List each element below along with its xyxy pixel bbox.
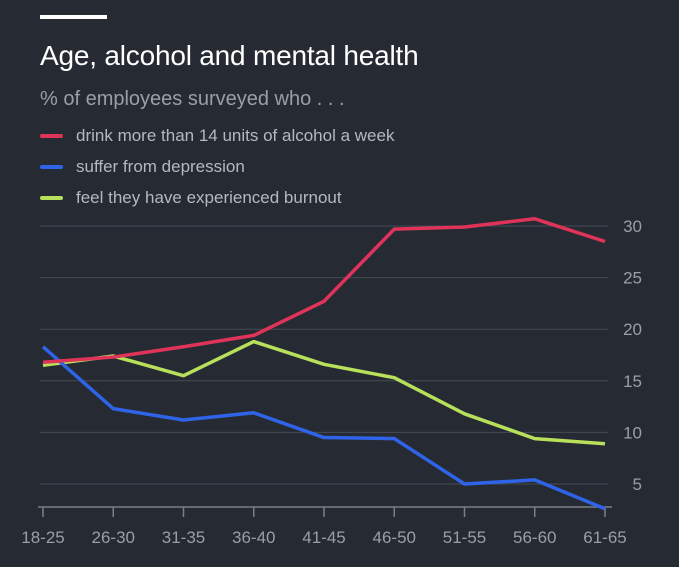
y-tick-label-10: 10 — [623, 423, 642, 442]
legend-label-alcohol: drink more than 14 units of alcohol a we… — [76, 125, 395, 145]
legend-swatch-depression — [40, 164, 63, 169]
x-tick-label-56-60: 56-60 — [513, 528, 556, 547]
chart-subtitle: % of employees surveyed who . . . — [40, 88, 345, 110]
x-tick-label-36-40: 36-40 — [232, 528, 275, 547]
legend-item-burnout: feel they have experienced burnout — [40, 182, 394, 213]
series-line-burnout — [42, 339, 606, 446]
chart-title: Age, alcohol and mental health — [40, 40, 419, 71]
x-tick-label-26-30: 26-30 — [92, 528, 135, 547]
x-tick-label-18-25: 18-25 — [21, 528, 64, 547]
legend-item-depression: suffer from depression — [40, 151, 394, 182]
y-tick-label-25: 25 — [623, 269, 642, 288]
y-tick-label-30: 30 — [623, 217, 642, 236]
x-tick-label-46-50: 46-50 — [373, 528, 416, 547]
series-line-alcohol — [42, 217, 606, 364]
x-tick-label-41-45: 41-45 — [302, 528, 345, 547]
legend-swatch-alcohol — [40, 133, 63, 138]
legend-swatch-burnout — [40, 195, 63, 200]
legend: drink more than 14 units of alcohol a we… — [40, 120, 394, 213]
legend-label-burnout: feel they have experienced burnout — [76, 187, 342, 207]
x-tick-label-61-65: 61-65 — [583, 528, 626, 547]
x-tick-label-51-55: 51-55 — [443, 528, 486, 547]
y-tick-label-5: 5 — [633, 475, 642, 494]
series-line-depression — [41, 345, 606, 511]
legend-label-depression: suffer from depression — [76, 156, 245, 176]
y-tick-label-15: 15 — [623, 372, 642, 391]
y-tick-label-20: 20 — [623, 320, 642, 339]
legend-item-alcohol: drink more than 14 units of alcohol a we… — [40, 120, 394, 151]
header-rule — [40, 15, 107, 19]
x-tick-label-31-35: 31-35 — [162, 528, 205, 547]
